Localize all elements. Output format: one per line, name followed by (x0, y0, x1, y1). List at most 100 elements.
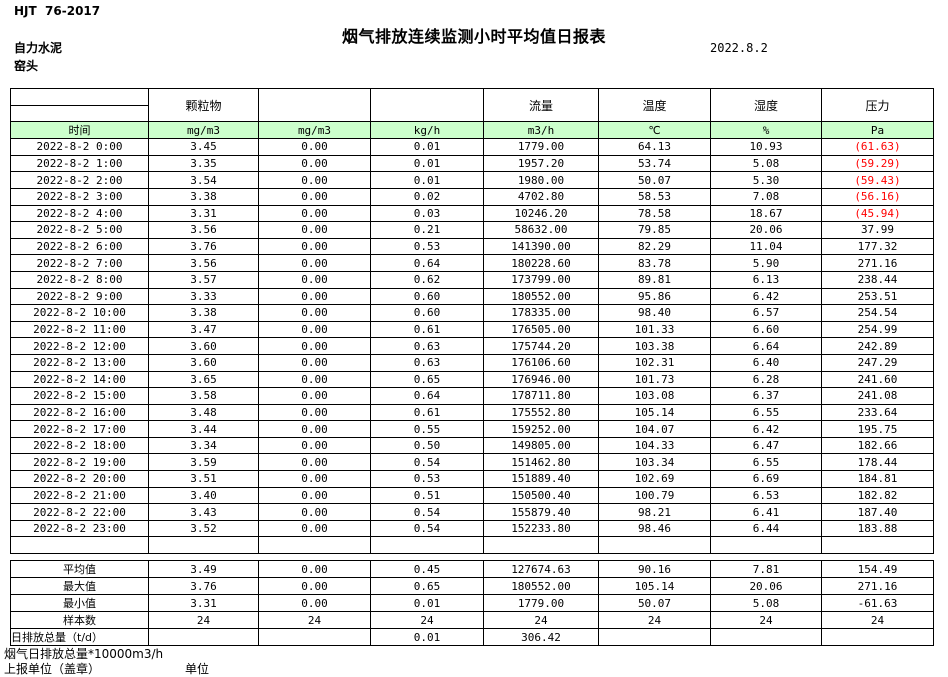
summary-value-cell: 50.07 (598, 594, 711, 613)
footer-unit-label: 单位 (185, 662, 210, 676)
value-cell: 6.69 (710, 470, 822, 488)
table-row: 2022-8-2 3:00 3.38 0.00 0.02 4702.80 58.53 7.0… (10, 187, 934, 206)
summary-row: 平均值 3.49 0.00 0.45 127674.63 90.16 7.81 154.49 (10, 560, 934, 579)
value-cell: 6.42 (710, 287, 822, 306)
table-row: 2022-8-2 1:00 3.35 0.00 0.01 1957.20 53.74 5.0… (10, 154, 934, 173)
time-cell: 2022-8-2 2:00 (10, 171, 149, 189)
value-cell: 253.51 (821, 287, 934, 306)
value-cell: 183.88 (821, 519, 934, 538)
value-cell: 180552.00 (483, 287, 599, 306)
value-cell: 184.81 (821, 470, 934, 488)
value-cell: 0.00 (258, 503, 371, 521)
value-cell: 0.53 (370, 237, 484, 256)
value-cell: 0.55 (370, 420, 484, 438)
value-cell: 247.29 (821, 353, 934, 372)
time-cell: 2022-8-2 21:00 (10, 486, 149, 505)
table-row: 2022-8-2 6:00 3.76 0.00 0.53 141390.00 82.29 1… (10, 237, 934, 256)
value-cell: 0.03 (370, 204, 484, 223)
value-cell: 0.00 (258, 370, 371, 389)
value-cell: 0.00 (258, 254, 371, 272)
value-cell: 37.99 (821, 221, 934, 239)
summary-value-cell: 24 (483, 611, 599, 630)
value-cell: 98.40 (598, 304, 711, 322)
value-cell: 3.58 (148, 387, 259, 405)
time-cell: 2022-8-2 23:00 (10, 519, 149, 538)
time-cell: 2022-8-2 9:00 (10, 287, 149, 306)
value-cell: 0.61 (370, 403, 484, 422)
value-cell: 0.63 (370, 337, 484, 355)
value-cell: 176106.60 (483, 353, 599, 372)
time-cell: 2022-8-2 3:00 (10, 187, 149, 206)
value-cell: 98.46 (598, 519, 711, 538)
value-cell: 0.01 (370, 138, 484, 156)
col-header-particulate: 颗粒物 (148, 87, 259, 123)
table-row: 2022-8-2 15:00 3.58 0.00 0.64 178711.80 103.0… (10, 387, 934, 405)
value-cell: 58.53 (598, 187, 711, 206)
value-cell: 141390.00 (483, 237, 599, 256)
summary-value-cell: 7.81 (710, 560, 822, 579)
value-cell: 0.00 (258, 436, 371, 455)
time-cell: 2022-8-2 14:00 (10, 370, 149, 389)
value-cell: 102.31 (598, 353, 711, 372)
value-cell: 3.31 (148, 204, 259, 223)
table-row: 2022-8-2 21:00 3.40 0.00 0.51 150500.40 100.7… (10, 486, 934, 505)
monitoring-point: 窑头 (14, 59, 39, 73)
time-cell: 2022-8-2 17:00 (10, 420, 149, 438)
summary-value-cell: 0.45 (370, 560, 484, 579)
value-cell: 82.29 (598, 237, 711, 256)
unit-header-row: 时间 mg/m3 mg/m3 kg/h m3/h ℃ % Pa (10, 121, 934, 140)
summary-label: 最大值 (10, 577, 149, 596)
value-cell: 3.48 (148, 403, 259, 422)
table-row: 2022-8-2 2:00 3.54 0.00 0.01 1980.00 50.07 5.3… (10, 171, 934, 189)
summary-label: 最小值 (10, 594, 149, 613)
col-header-blank-1 (258, 87, 371, 123)
table-row: 2022-8-2 17:00 3.44 0.00 0.55 159252.00 104.0… (10, 420, 934, 438)
value-cell: 0.00 (258, 486, 371, 505)
table-row: 2022-8-2 7:00 3.56 0.00 0.64 180228.60 83.78 5… (10, 254, 934, 272)
value-cell: 6.42 (710, 420, 822, 438)
value-cell: (61.63) (821, 138, 934, 156)
value-cell: 152233.80 (483, 519, 599, 538)
value-cell: 0.00 (258, 237, 371, 256)
value-cell: (59.29) (821, 154, 934, 173)
value-cell: 1779.00 (483, 138, 599, 156)
footer-note: 烟气日排放总量*10000m3/h (4, 647, 164, 661)
summary-value-cell: 180552.00 (483, 577, 599, 596)
value-cell: 3.47 (148, 320, 259, 339)
col-header-flow: 流量 (483, 87, 599, 123)
value-cell: 3.38 (148, 187, 259, 206)
time-cell: 2022-8-2 20:00 (10, 470, 149, 488)
value-cell: 98.21 (598, 503, 711, 521)
value-cell: 0.51 (370, 486, 484, 505)
value-cell: 53.74 (598, 154, 711, 173)
value-cell: 0.64 (370, 254, 484, 272)
summary-row: 最小值 3.31 0.00 0.01 1779.00 50.07 5.08 -61.63 (10, 594, 934, 613)
summary-value-cell: 0.00 (258, 560, 371, 579)
value-cell: 195.75 (821, 420, 934, 438)
table-row: 2022-8-2 8:00 3.57 0.00 0.62 173799.00 89.81 6… (10, 270, 934, 289)
value-cell: 10246.20 (483, 204, 599, 223)
value-cell: (45.94) (821, 204, 934, 223)
value-cell: 3.52 (148, 519, 259, 538)
value-cell: 6.44 (710, 519, 822, 538)
value-cell: 241.08 (821, 387, 934, 405)
value-cell: 238.44 (821, 270, 934, 289)
unit-kg-h: kg/h (370, 121, 484, 140)
time-cell: 2022-8-2 10:00 (10, 304, 149, 322)
value-cell: 103.34 (598, 453, 711, 472)
value-cell: 175552.80 (483, 403, 599, 422)
corner-cell-bottom (10, 104, 149, 123)
header-rows: 颗粒物 流量 温度 湿度 压力 时间 mg/m3 mg/m3 kg/h m3/h… (10, 87, 934, 140)
table-row: 2022-8-2 11:00 3.47 0.00 0.61 176505.00 101.3… (10, 320, 934, 339)
summary-value-cell: 0.00 (258, 594, 371, 613)
value-cell: 3.60 (148, 353, 259, 372)
summary-value-cell: 127674.63 (483, 560, 599, 579)
value-cell: 0.00 (258, 453, 371, 472)
summary-value-cell: 306.42 (483, 628, 599, 647)
summary-label: 日排放总量（t/d） (10, 628, 149, 647)
value-cell: 102.69 (598, 470, 711, 488)
value-cell: 104.33 (598, 436, 711, 455)
value-cell: 0.53 (370, 470, 484, 488)
value-cell: 178711.80 (483, 387, 599, 405)
summary-value-cell: 0.01 (370, 594, 484, 613)
